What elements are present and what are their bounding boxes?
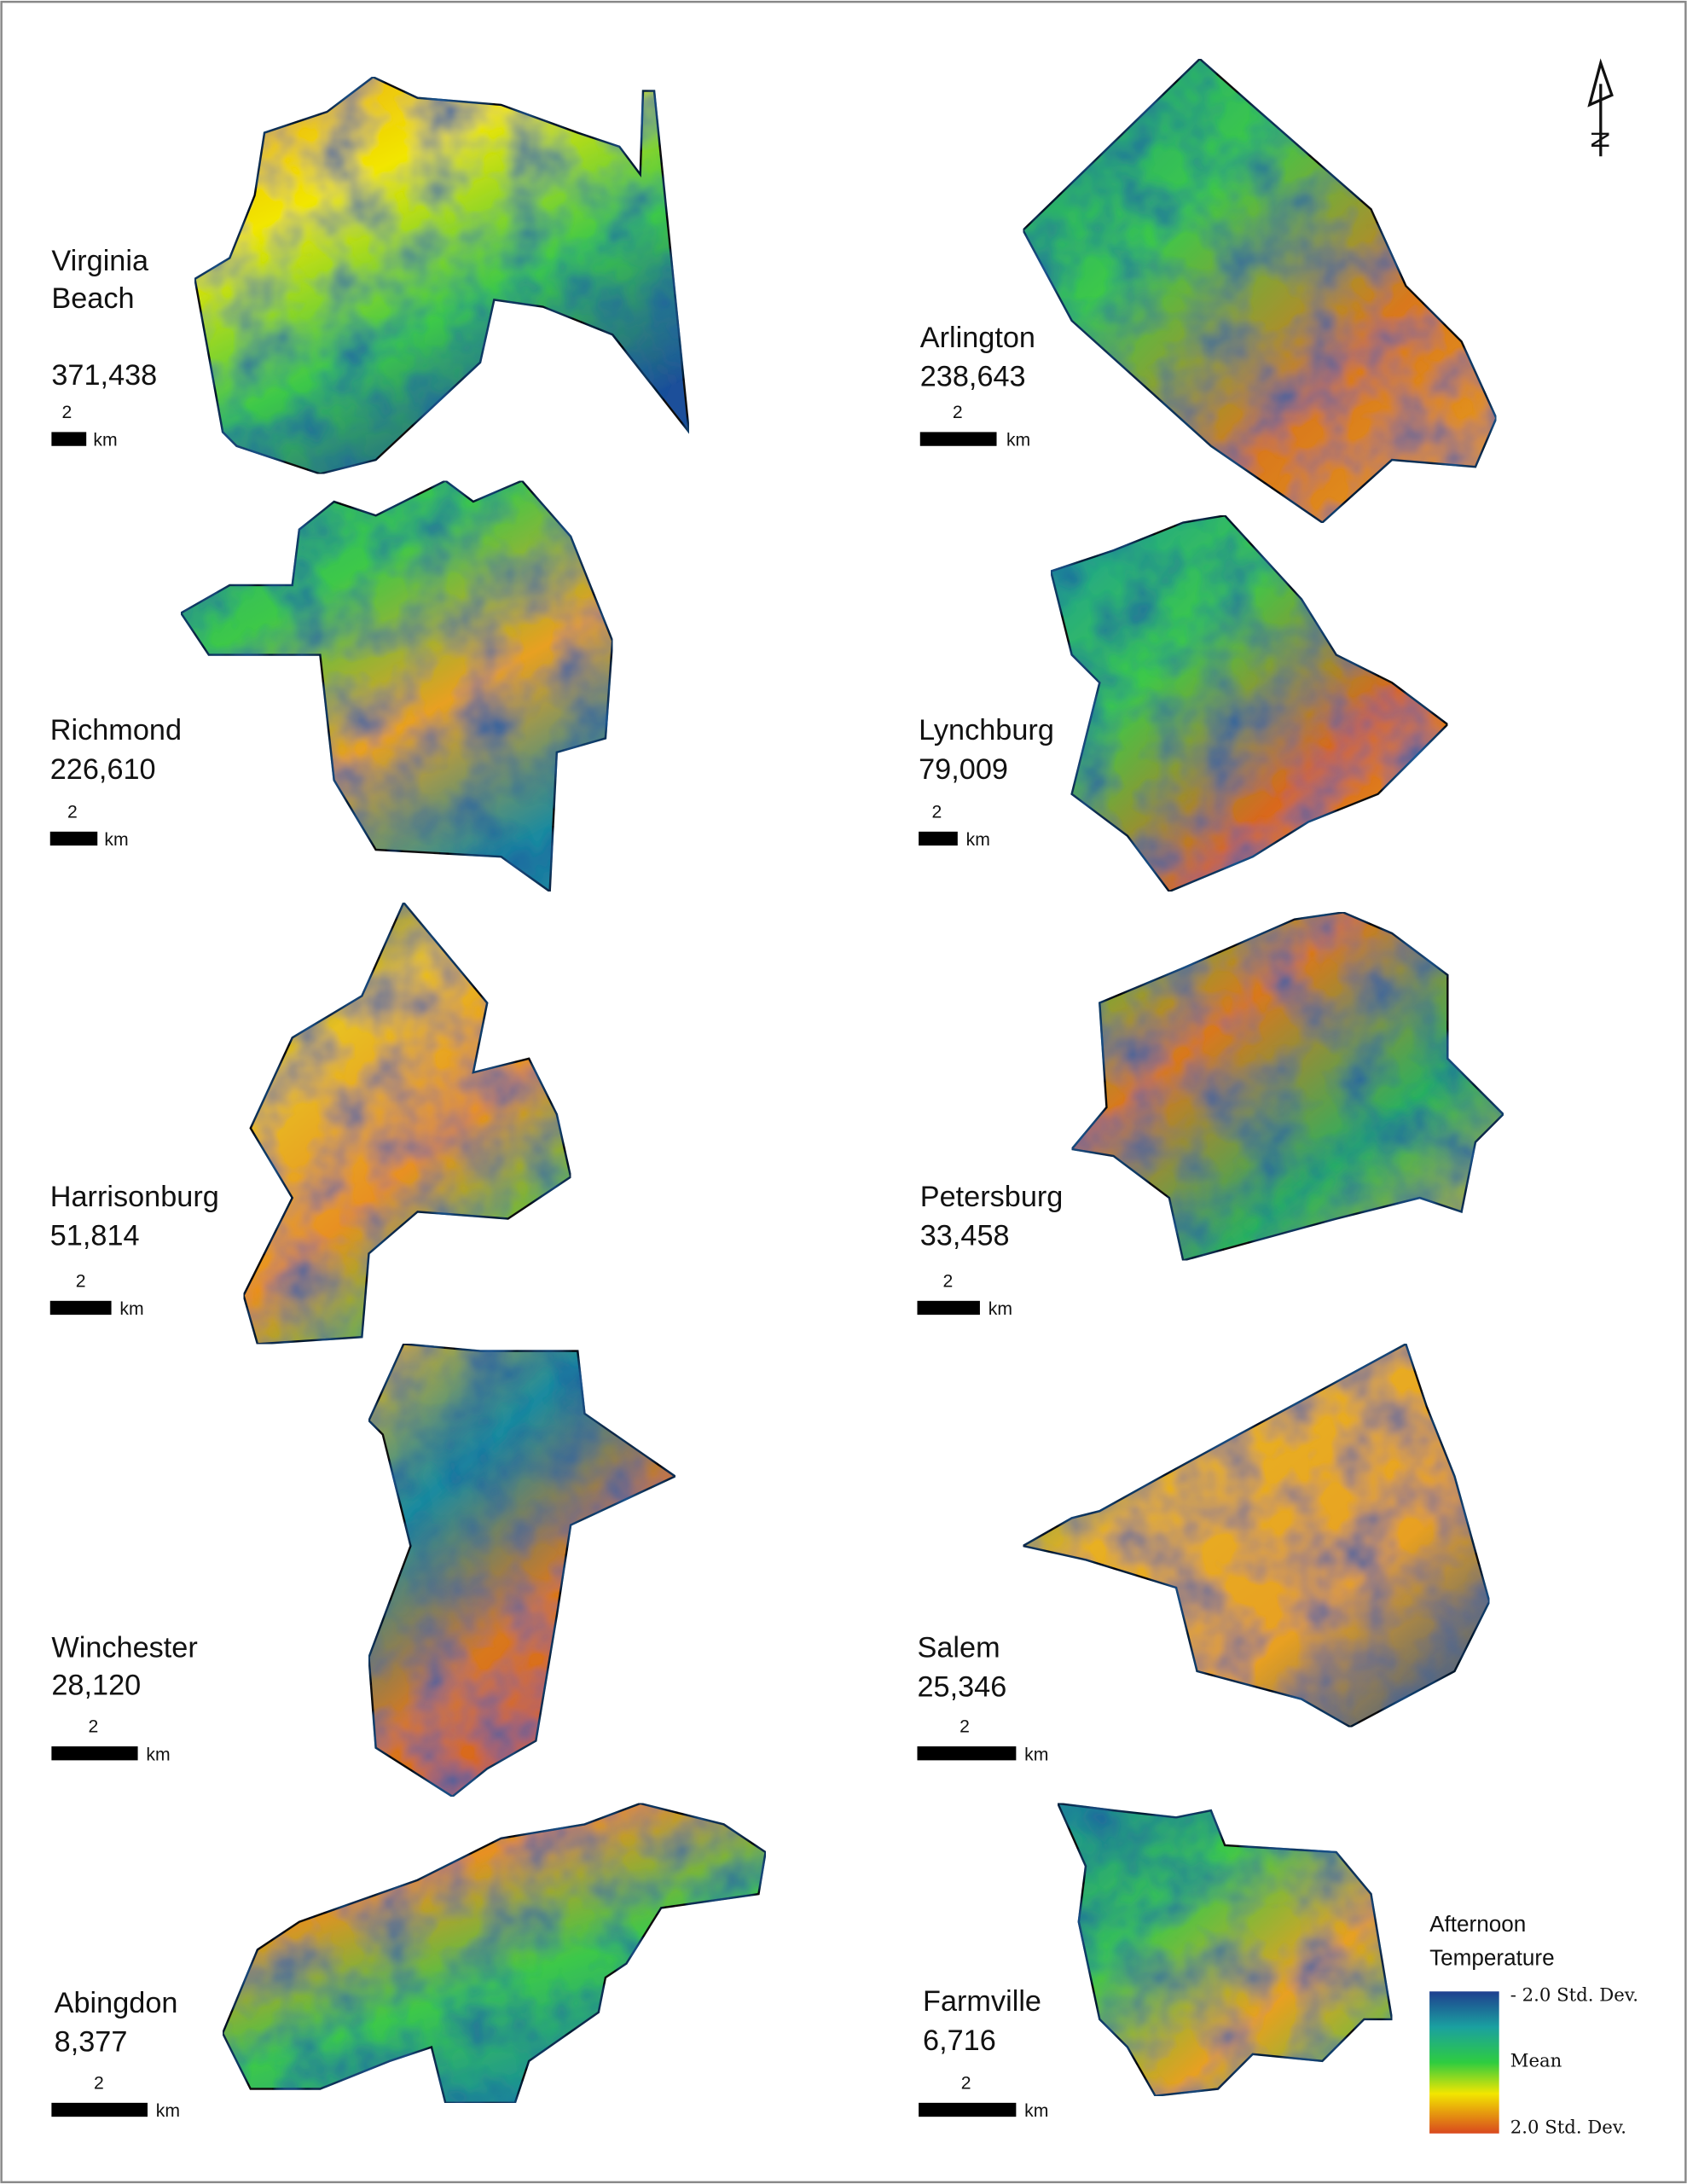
scale-label: 2 (61, 403, 72, 422)
scale-unit: km (1024, 1745, 1048, 1764)
scale-unit: km (988, 1299, 1012, 1319)
scale-unit: km (966, 830, 990, 850)
legend-label: 2.0 Std. Dev. (1510, 2117, 1626, 2139)
city-name: Abingdon (55, 1987, 178, 2019)
city-map (1022, 57, 1498, 525)
city-population: 51,814 (50, 1220, 140, 1252)
city-map (1070, 911, 1505, 1262)
city-map (179, 479, 614, 894)
legend-title: Temperature (1429, 1944, 1555, 1970)
legend-ramp (1429, 1991, 1499, 2134)
scale-label: 2 (88, 1717, 98, 1737)
city-map (221, 1802, 767, 2105)
scale-bar (917, 1746, 1017, 1761)
city-population: 8,377 (55, 2025, 128, 2058)
scale-unit: km (93, 431, 117, 450)
legend-label: Mean (1510, 2050, 1562, 2071)
scale-label: 2 (943, 1271, 954, 1291)
scale-bar (49, 1300, 112, 1316)
city-name: Winchester (51, 1632, 197, 1664)
scale-label: 2 (961, 2074, 971, 2094)
scale-bar (51, 432, 87, 446)
scale-label: 2 (959, 1717, 970, 1737)
city-map (1049, 514, 1450, 893)
scale-label: 2 (94, 2074, 104, 2094)
scale-bar (919, 2102, 1017, 2117)
scale-bar (51, 1746, 138, 1761)
city-name: Farmville (923, 1985, 1041, 2018)
city-population: 6,716 (923, 2024, 996, 2057)
scale-unit: km (156, 2101, 180, 2121)
city-population: 79,009 (919, 753, 1008, 786)
scale-unit: km (119, 1299, 143, 1319)
scale-label: 2 (931, 802, 942, 822)
scale-unit: km (104, 830, 128, 850)
city-population: 28,120 (51, 1670, 141, 1702)
city-name: Petersburg (920, 1181, 1064, 1213)
city-map (1020, 1342, 1491, 1728)
north-arrow (1587, 58, 1614, 157)
scale-bar (49, 831, 98, 846)
north-label: N (1587, 131, 1615, 148)
scale-label: 2 (76, 1271, 86, 1291)
city-map (368, 1343, 677, 1798)
city-name: Salem (917, 1632, 1000, 1664)
scale-unit: km (1024, 2101, 1048, 2121)
city-population: 226,610 (50, 753, 156, 786)
scale-unit: km (146, 1745, 170, 1764)
scale-unit: km (1006, 431, 1030, 450)
city-name: Richmond (50, 714, 182, 746)
scale-label: 2 (953, 403, 963, 422)
city-name: Beach (51, 282, 134, 315)
city-name: Arlington (920, 322, 1035, 354)
city-name: Harrisonburg (50, 1181, 219, 1213)
scale-bar (919, 432, 997, 446)
scale-label: 2 (67, 802, 78, 822)
scale-bar (51, 2102, 148, 2117)
city-name: Lynchburg (919, 714, 1054, 746)
city-map (1056, 1802, 1394, 2097)
city-name: Virginia (51, 245, 149, 277)
city-map (194, 75, 691, 475)
city-population: 33,458 (920, 1220, 1010, 1252)
scale-bar (917, 1300, 980, 1316)
city-population: 25,346 (917, 1670, 1006, 1703)
city-map (242, 900, 572, 1345)
legend-title: Afternoon (1429, 1911, 1526, 1937)
scale-bar (919, 831, 958, 846)
legend-label: - 2.0 Std. Dev. (1510, 1985, 1638, 2007)
city-population: 238,643 (920, 361, 1026, 393)
city-population: 371,438 (51, 359, 157, 392)
